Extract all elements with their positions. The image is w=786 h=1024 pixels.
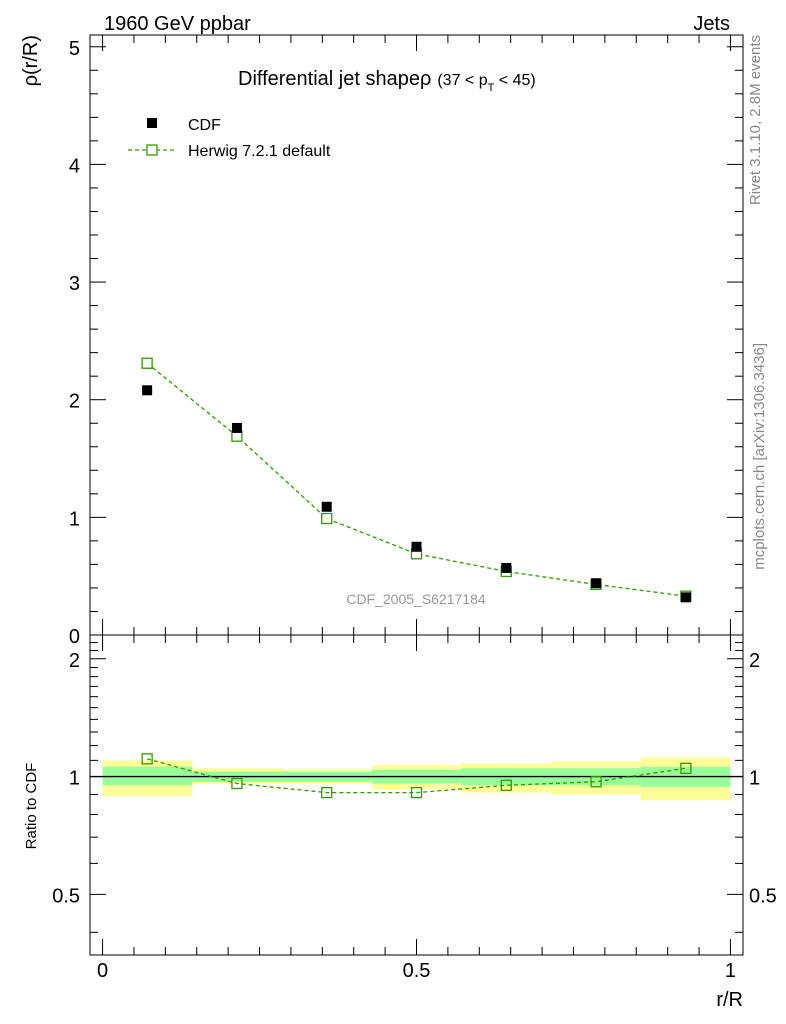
cdf-point [680, 592, 691, 603]
legend-herwig-label: Herwig 7.2.1 default [188, 143, 331, 160]
chart-title-main: Differential jet shapeρ [238, 68, 431, 90]
main-y-tick-label: 4 [69, 155, 80, 177]
ratio-y-ticks: 0.5 0.5 1 1 2 2 [52, 642, 777, 933]
ratio-herwig-point [680, 762, 692, 774]
x-tick-label: 0 [97, 960, 108, 982]
legend: CDF Herwig 7.2.1 default [128, 117, 331, 160]
herwig-line [146, 362, 686, 597]
ratio-herwig-point [500, 779, 512, 791]
ratio-herwig-point [410, 786, 423, 799]
chart-title-cut: (37 < p [437, 72, 487, 89]
legend-herwig-marker [146, 144, 158, 156]
energy-label: 1960 GeV ppbar [104, 13, 251, 35]
main-y-ticks: 0 1 2 3 4 5 [69, 38, 743, 648]
legend-cdf-label: CDF [188, 117, 221, 134]
x-tick-label: 1 [725, 960, 736, 982]
ratio-herwig-point [321, 786, 333, 799]
ratio-series [141, 753, 692, 799]
main-y-tick-label: 2 [69, 391, 80, 413]
mcplots-info: mcplots.cern.ch [arXiv:1306.3436] [751, 343, 768, 570]
ratio-y-tick-label-right: 0.5 [749, 885, 777, 907]
chart-title: Differential jet shapeρ (37 < pT < 45) [238, 68, 536, 94]
ratio-y-tick-label: 2 [69, 650, 80, 672]
chart-title-cut-end: < 45) [494, 72, 535, 89]
process-label: Jets [693, 13, 730, 35]
ratio-herwig-point [231, 777, 243, 790]
ratio-y-axis-label: Ratio to CDF [23, 763, 40, 850]
ratio-uncertainty-bands [102, 757, 731, 801]
analysis-watermark: CDF_2005_S6217184 [346, 591, 486, 607]
ratio-herwig-point [141, 753, 153, 765]
ratio-y-tick-label: 0.5 [52, 885, 80, 907]
ratio-panel: 0.5 0.51 12 2 0 0.5 1 Ratio to CDF r/R [23, 634, 777, 1011]
main-y-tick-label: 1 [69, 508, 80, 530]
main-y-tick-label: 3 [69, 273, 80, 295]
x-tick-label: 0.5 [403, 960, 431, 982]
ratio-y-tick-label-right: 2 [749, 650, 760, 672]
cdf-point [231, 422, 242, 433]
main-y-tick-label: 0 [69, 626, 80, 648]
herwig-point [141, 357, 153, 369]
rivet-info: Rivet 3.1.10, 2.8M events [747, 35, 764, 205]
ratio-y-tick-label: 1 [69, 768, 80, 790]
cdf-point [591, 578, 602, 589]
herwig-point [321, 512, 333, 525]
ratio-x-ticks: 0 0.5 1 [97, 635, 736, 982]
cdf-point [501, 562, 512, 573]
main-x-ticks [102, 35, 731, 635]
chart-title-cut-sub: T [488, 82, 495, 94]
ratio-herwig-point [590, 776, 602, 788]
ratio-y-tick-label-right: 1 [749, 768, 760, 790]
cdf-point [321, 501, 332, 512]
ratio-herwig-line [146, 758, 686, 794]
main-data-series [141, 357, 692, 603]
main-panel: 0 1 2 3 4 5 ρ(r/R) Differential jet shapeρ (37… [20, 34, 744, 648]
x-axis-label: r/R [716, 989, 743, 1011]
cdf-point [411, 541, 422, 552]
main-y-tick-label: 5 [69, 38, 80, 60]
legend-cdf-marker [147, 118, 157, 128]
cdf-point [142, 385, 153, 396]
main-y-axis-label: ρ(r/R) [20, 35, 42, 86]
